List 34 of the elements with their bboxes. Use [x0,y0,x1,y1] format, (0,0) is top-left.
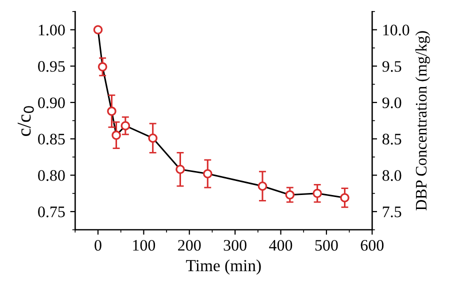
point [107,106,116,116]
point [148,133,158,143]
x-tick-label: 0 [94,240,102,251]
point [203,169,212,178]
point [176,164,185,174]
x-tick-label: 100 [133,240,156,251]
x-tick-label: 200 [178,240,201,251]
y2-tick-label: 10.0 [383,24,410,36]
y-tick-label: 0.75 [38,206,65,218]
point [120,121,130,130]
y-axis-title: c/c$_{0}$ [18,106,34,136]
y2-tick-label: 8.0 [382,170,402,181]
point [285,190,295,200]
y2-tick-label: 9.0 [382,97,402,108]
y-tick-label: 0.80 [38,170,65,181]
point [98,62,108,72]
x-axis-title: Time (min) [186,260,261,275]
y2-axis-title: DBP Concentration (mg/kg) [415,31,430,210]
point [258,181,268,191]
x-tick-label: 400 [269,240,292,251]
point [312,188,322,198]
x-tick-label: 500 [315,240,338,251]
y2-tick-label: 9.5 [382,61,402,72]
y2-tick-label: 8.5 [382,134,402,145]
x-tick-label: 300 [224,240,246,251]
y-tick-label: 0.85 [38,134,65,145]
y-tick-label: 0.95 [38,61,65,72]
point [340,193,350,202]
y-tick-label: 1.00 [38,24,65,36]
point [112,130,121,140]
y-tick-label: 0.90 [38,97,65,108]
y2-tick-label: 7.5 [382,206,402,218]
x-tick-label: 600 [360,240,384,251]
point [93,25,103,34]
